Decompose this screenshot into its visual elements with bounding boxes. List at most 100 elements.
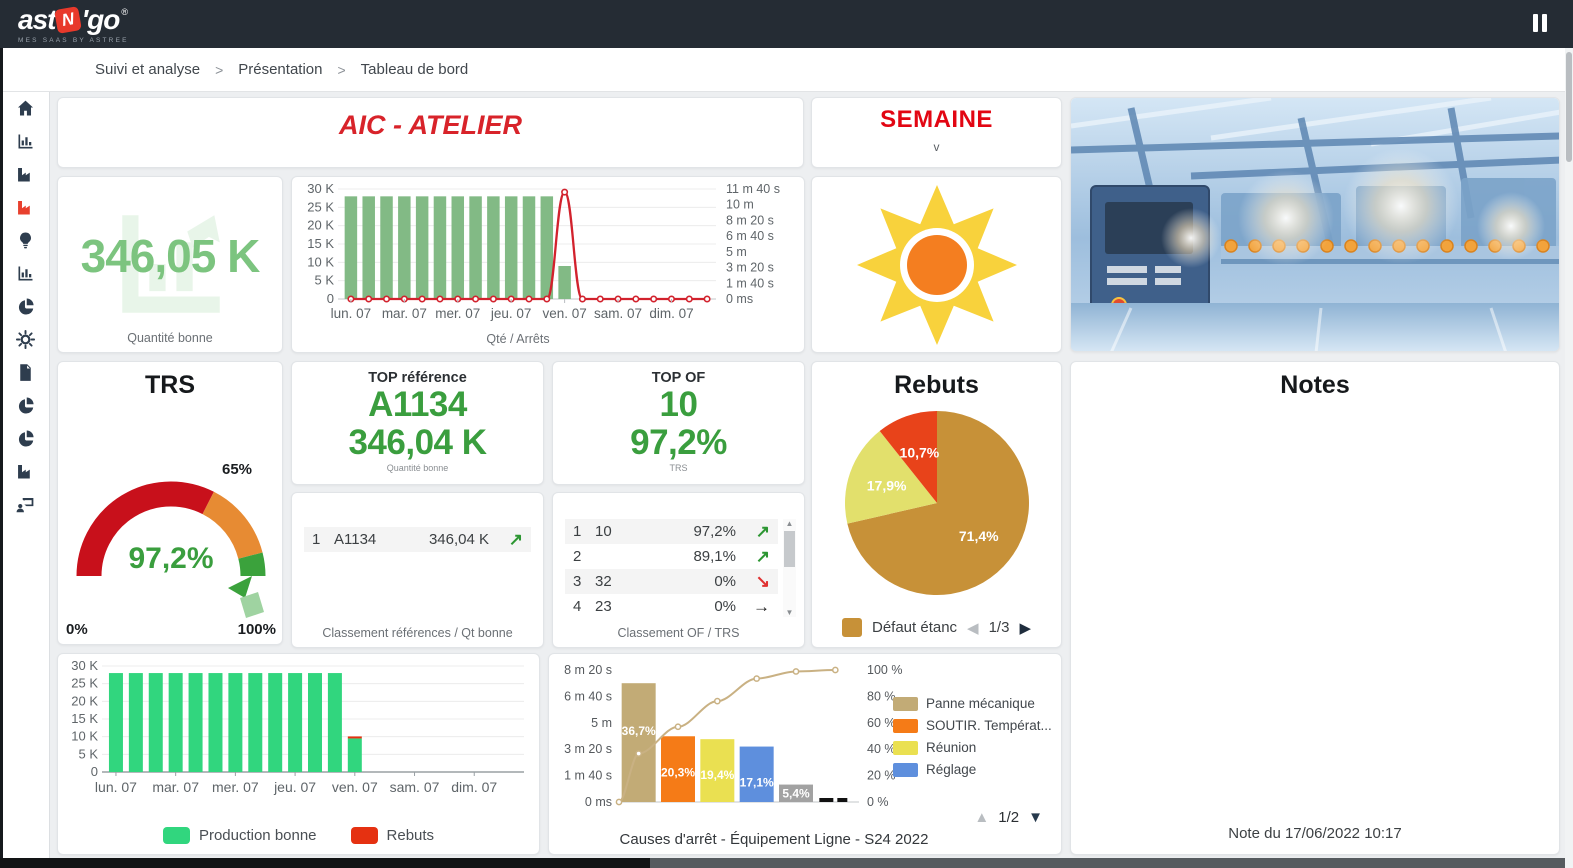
rank: 1 — [312, 531, 321, 548]
svg-text:5 K: 5 K — [78, 746, 98, 761]
horizontal-scrollbar[interactable] — [0, 858, 1573, 868]
svg-text:1 m 40 s: 1 m 40 s — [726, 276, 774, 290]
svg-text:17,1%: 17,1% — [740, 776, 774, 790]
scroll-down-icon[interactable]: ▼ — [785, 608, 794, 617]
sidebar-item-bar-chart-2-icon[interactable] — [0, 257, 50, 290]
pareto-legend-item-3: Réunion — [893, 740, 1053, 755]
svg-text:0 %: 0 % — [867, 795, 889, 809]
qte-arrets-caption: Qté / Arrêts — [486, 332, 550, 346]
top-bar: ast N 'go ® MES SAAS BY ASTREE — [0, 0, 1573, 48]
vscroll-thumb[interactable] — [1566, 52, 1572, 162]
svg-text:19,4%: 19,4% — [700, 768, 734, 782]
page-up-icon[interactable]: ▲ — [974, 809, 990, 826]
bar-chart-icon — [18, 134, 32, 149]
top-of-value1: 10 — [659, 385, 698, 424]
legend-prev-icon[interactable]: ◀ — [967, 619, 979, 637]
svg-text:20 %: 20 % — [867, 769, 896, 783]
sidebar-item-pie-chart-icon[interactable] — [0, 290, 50, 323]
trend-up-icon: ↗ — [508, 529, 523, 549]
pie-chart-2-icon — [18, 397, 34, 414]
factory-active-icon — [17, 200, 30, 215]
legend-next-icon[interactable]: ▶ — [1019, 619, 1031, 637]
sidebar-item-user-screen-icon[interactable] — [0, 488, 50, 521]
row-value: 346,04 K — [428, 531, 489, 548]
svg-text:5,4%: 5,4% — [782, 787, 810, 801]
table-scrollbar[interactable]: ▲ ▼ — [783, 519, 796, 617]
hscroll-thumb[interactable] — [0, 858, 650, 868]
svg-text:40 %: 40 % — [867, 742, 896, 756]
svg-text:mer. 07: mer. 07 — [212, 779, 259, 795]
tile-rebuts-pie: Rebuts 71,4% 17,9% 10,7% Défaut étanc ◀ 1/3 ▶ — [811, 361, 1062, 648]
svg-text:15 K: 15 K — [307, 236, 334, 251]
svg-text:6 m 40 s: 6 m 40 s — [726, 229, 774, 243]
tile-trs-gauge: TRS 97,2% 65% 0% 100% — [57, 361, 283, 645]
pareto-legend-item-2: SOUTIR. Températ... — [893, 718, 1053, 733]
chart-watermark-icon — [122, 215, 220, 313]
sidebar-item-gear-icon[interactable] — [0, 323, 50, 356]
sidebar-item-home-icon[interactable] — [0, 92, 50, 125]
pause-icon[interactable] — [1533, 14, 1547, 32]
classement-of-row-4[interactable]: 4 23 0% → — [565, 594, 778, 612]
sidebar-item-lightbulb-icon[interactable] — [0, 224, 50, 257]
quantite-bonne-caption: Quantité bonne — [127, 331, 213, 345]
row-label: A1134 — [334, 531, 377, 548]
top-reference-value1: A1134 — [368, 385, 467, 424]
pareto-page-indicator: 1/2 — [998, 809, 1020, 826]
tile-production-chart: 0 5 K 10 K 15 K 20 K 25 K 30 K lun. 07 mar. 07 me… — [57, 653, 540, 855]
pie-chart-icon — [18, 298, 34, 315]
logo-text-ast: ast — [18, 4, 56, 35]
sidebar-item-factory-icon[interactable] — [0, 158, 50, 191]
pareto-chart: 0 ms 1 m 40 s 3 m 20 s 5 m 6 m 40 s 8 m 20 s 0… — [564, 663, 902, 809]
svg-text:mer. 07: mer. 07 — [435, 306, 480, 321]
svg-text:30 K: 30 K — [71, 660, 98, 673]
production-legend-item-1: Production bonne — [162, 827, 317, 844]
pareto-chart-title: Causes d'arrêt - Équipement Ligne - S24 … — [619, 831, 929, 848]
quantite-bonne-value: 346,05 K — [80, 230, 261, 282]
page-down-icon[interactable]: ▼ — [1028, 809, 1043, 826]
row-value: 0% — [714, 598, 736, 611]
classement-of-row-2[interactable]: 2 89,1% ↗ — [565, 544, 778, 569]
trs-gauge: 97,2% 65% 0% 100% — [66, 461, 276, 638]
sidebar-item-bar-chart-icon[interactable] — [0, 125, 50, 158]
sidebar — [0, 92, 50, 868]
breadcrumb-item-2[interactable]: Présentation — [238, 61, 323, 78]
scrollbar-thumb[interactable] — [784, 531, 795, 567]
breadcrumb-item-1[interactable]: Suivi et analyse — [95, 61, 201, 78]
svg-text:100%: 100% — [238, 621, 276, 638]
rank: 3 — [573, 573, 582, 590]
sidebar-item-document-icon[interactable] — [0, 356, 50, 389]
sidebar-item-factory-2-icon[interactable] — [0, 455, 50, 488]
breadcrumb-item-3[interactable]: Tableau de bord — [360, 61, 469, 78]
document-icon — [19, 364, 31, 381]
tile-factory-photo — [1070, 97, 1560, 352]
semaine-dropdown-indicator[interactable]: v — [933, 140, 940, 154]
classement-references-table: 1 A1134 346,04 K ↗ — [304, 527, 531, 552]
top-of-value2: 97,2% — [630, 422, 727, 462]
rank: 4 — [573, 598, 582, 611]
svg-text:5 m: 5 m — [726, 245, 747, 259]
sidebar-item-factory-active-icon[interactable] — [0, 191, 50, 224]
production-chart: 0 5 K 10 K 15 K 20 K 25 K 30 K lun. 07 mar. 07 me… — [71, 660, 524, 795]
classement-of-row-1[interactable]: 1 10 97,2% ↗ — [565, 519, 778, 544]
scroll-up-icon[interactable]: ▲ — [785, 519, 794, 528]
classement-of-row-3[interactable]: 3 32 0% ↘ — [565, 569, 778, 594]
svg-text:30 K: 30 K — [307, 181, 334, 196]
svg-text:20 K: 20 K — [307, 218, 334, 233]
svg-text:jeu. 07: jeu. 07 — [273, 779, 316, 795]
svg-text:jeu. 07: jeu. 07 — [490, 306, 532, 321]
factory-photo — [1071, 98, 1559, 351]
sidebar-item-pie-chart-2-icon[interactable] — [0, 389, 50, 422]
svg-text:3 m 20 s: 3 m 20 s — [564, 742, 612, 756]
logo-tagline: MES SAAS BY ASTREE — [18, 37, 129, 44]
svg-text:8 m 20 s: 8 m 20 s — [564, 663, 612, 677]
pareto-legend-item-4: Réglage — [893, 762, 1053, 777]
vertical-scrollbar[interactable] — [1565, 48, 1573, 868]
sidebar-item-pie-chart-3-icon[interactable] — [0, 422, 50, 455]
tile-pareto-chart: 0 ms 1 m 40 s 3 m 20 s 5 m 6 m 40 s 8 m 20 s 0… — [548, 653, 1062, 855]
top-reference-title: TOP référence — [368, 370, 467, 386]
rebuts-legend-pagination: 1/3 — [988, 619, 1010, 636]
tile-classement-of: 1 10 97,2% ↗ 2 89,1% ↗ 3 32 0% ↘ 4 23 0% → ▲ ▼ Classem… — [552, 492, 805, 648]
svg-text:6 m 40 s: 6 m 40 s — [564, 689, 612, 703]
classement-ref-row-1[interactable]: 1 A1134 346,04 K ↗ — [304, 527, 531, 552]
svg-text:0: 0 — [327, 291, 334, 306]
